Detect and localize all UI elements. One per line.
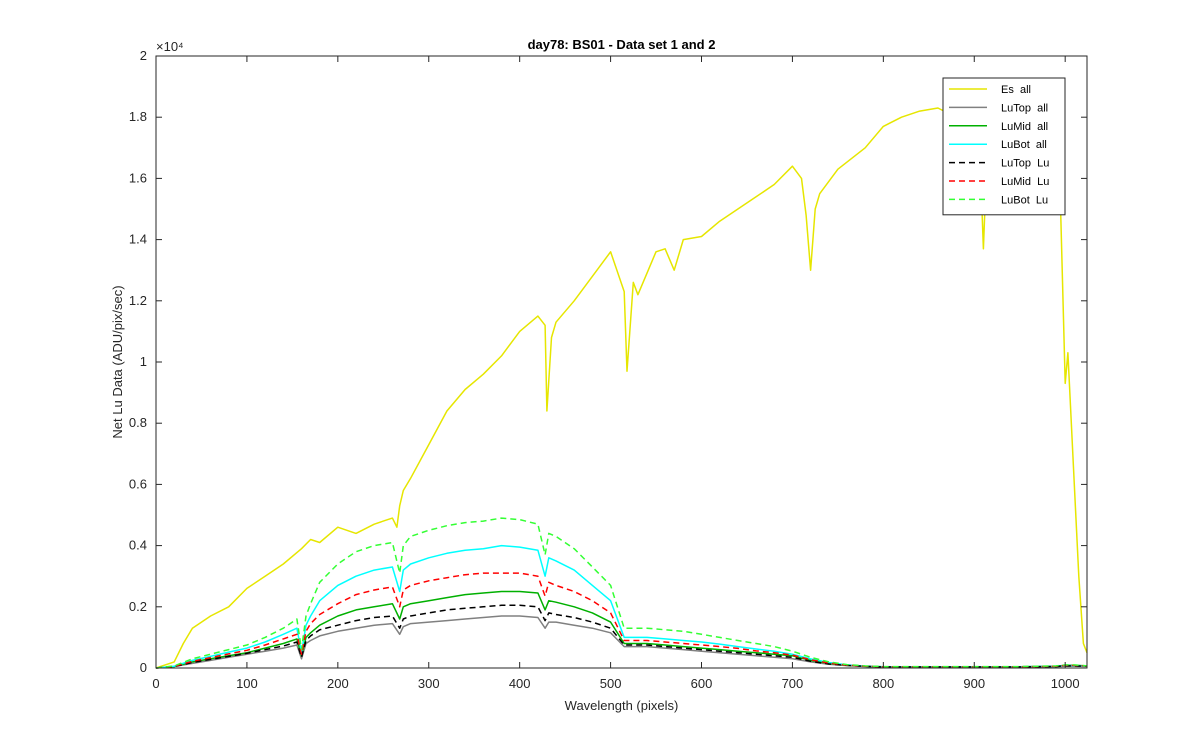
x-tick-label: 200: [327, 676, 349, 691]
y-tick-label: 1: [140, 354, 147, 369]
x-tick-label: 500: [600, 676, 622, 691]
legend-box: [942, 77, 1066, 216]
x-tick-label: 0: [152, 676, 159, 691]
y-tick-label: 1.4: [129, 232, 147, 247]
legend-entry-2: LuMid all: [1001, 121, 1048, 133]
chart-title: day78: BS01 - Data set 1 and 2: [528, 37, 716, 52]
legend-entry-6: LuBot Lu: [1001, 194, 1048, 206]
y-tick-label: 1.8: [129, 109, 147, 124]
x-tick-label: 300: [418, 676, 440, 691]
x-tick-label: 900: [963, 676, 985, 691]
legend: Es all LuTop all LuMid all LuBot all LuTop L…: [942, 77, 1066, 216]
legend-entry-5: LuMid Lu: [1001, 176, 1049, 188]
x-tick-label: 800: [872, 676, 894, 691]
y-axis-label: Net Lu Data (ADU/pix/sec): [110, 285, 125, 438]
legend-entry-4: LuTop Lu: [1001, 158, 1049, 170]
series-layer: [155, 98, 1088, 669]
x-tick-label: 600: [691, 676, 713, 691]
y-tick-label: 1.2: [129, 293, 147, 308]
y-tick-label: 2: [140, 48, 147, 63]
x-tick-label: 400: [509, 676, 531, 691]
y-tick-label: 0.2: [129, 599, 147, 614]
y-axis-exponent: ×10⁴: [156, 39, 184, 54]
series-line-6: [155, 517, 1088, 669]
y-tick-label: 1.6: [129, 170, 147, 185]
y-tick-label: 0.4: [129, 538, 147, 553]
legend-entry-0: Es all: [1001, 84, 1031, 96]
x-axis-label: Wavelength (pixels): [565, 698, 679, 713]
legend-entry-3: LuBot all: [1001, 139, 1047, 151]
y-tick-label: 0.8: [129, 415, 147, 430]
plot-area: [156, 56, 1087, 668]
y-tick-label: 0.6: [129, 476, 147, 491]
y-tick-label: 0: [140, 660, 147, 675]
legend-entry-1: LuTop all: [1001, 102, 1048, 114]
series-line-4: [155, 604, 1088, 669]
x-tick-label: 100: [236, 676, 258, 691]
x-tick-label: 700: [782, 676, 804, 691]
x-tick-label: 1000: [1051, 676, 1080, 691]
ticks-layer: 0 100 200 300 400 500 600 700 800 900 1000 0 0.2 0.4 0…: [129, 48, 1087, 691]
